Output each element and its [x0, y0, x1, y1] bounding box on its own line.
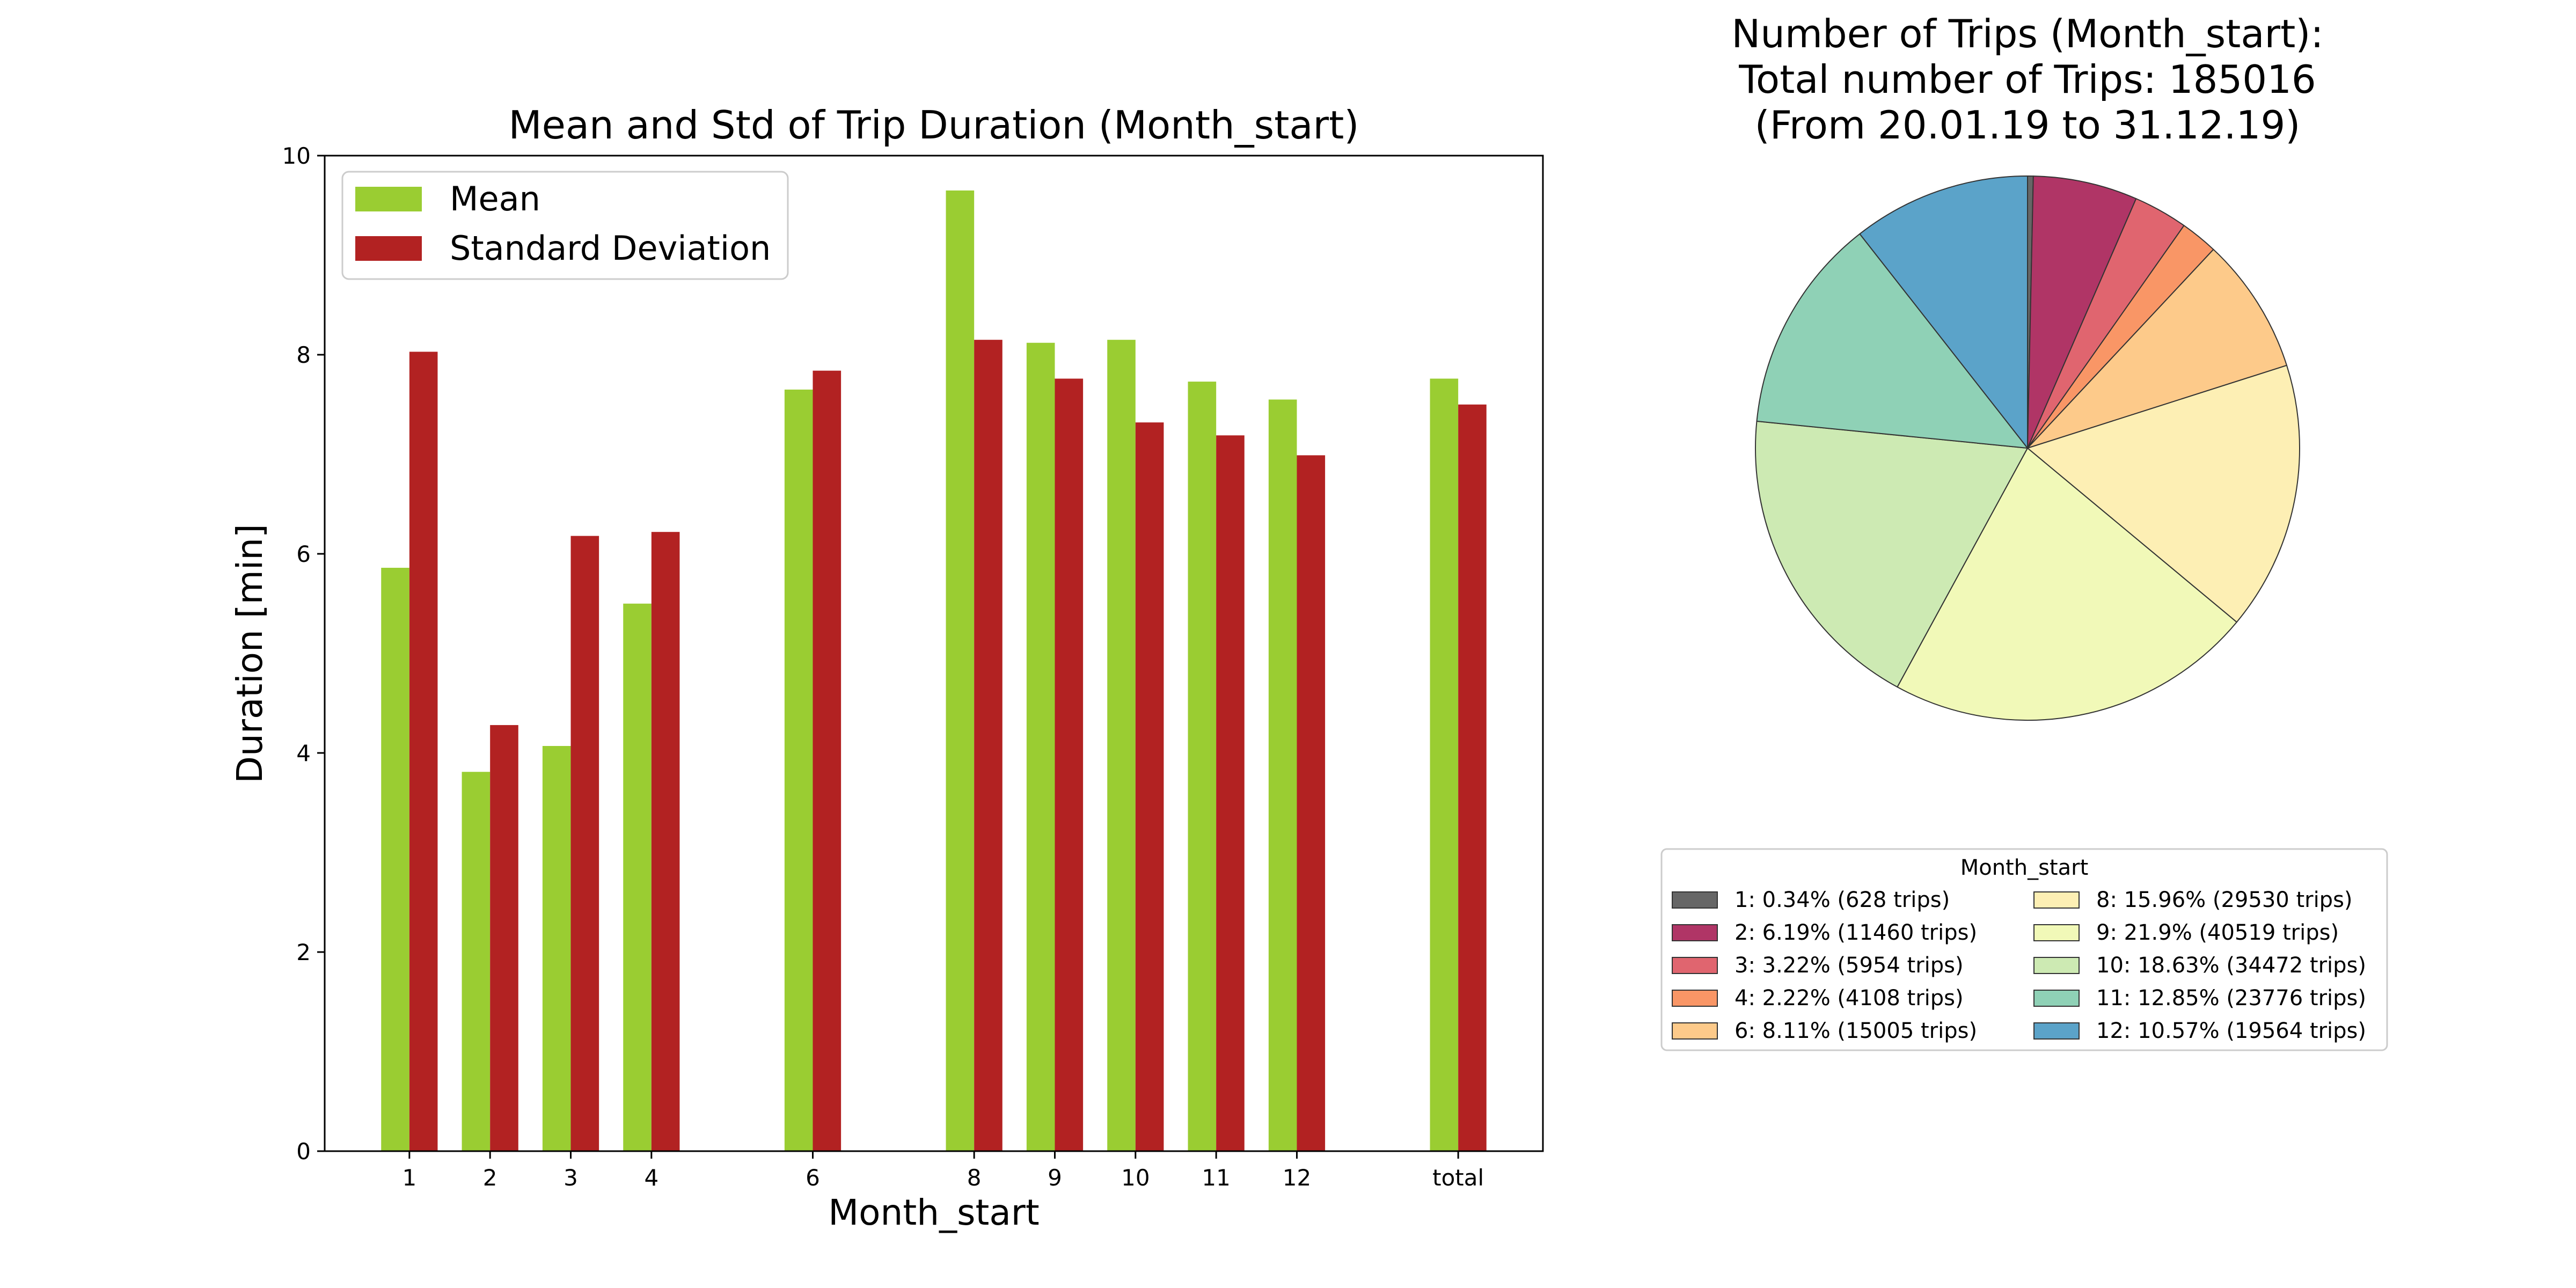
bar-chart: Mean and Std of Trip Duration (Month_sta…: [229, 103, 1544, 1233]
bar-std-3: [570, 536, 599, 1151]
pie-legend-swatch: [2033, 990, 2080, 1007]
bar-std-4: [651, 532, 680, 1152]
bar-mean-3: [542, 746, 571, 1151]
bar-mean-11: [1188, 382, 1217, 1152]
pie-legend-swatch: [1672, 924, 1718, 941]
pie-chart: Number of Trips (Month_start): Total num…: [1660, 11, 2388, 1051]
pie-legend-label: 9: 21.9% (40519 trips): [2096, 920, 2339, 945]
pie-title-line-1: Number of Trips (Month_start):: [1731, 11, 2323, 56]
bar-chart-title: Mean and Std of Trip Duration (Month_sta…: [509, 103, 1359, 148]
bar-mean-10: [1107, 340, 1136, 1151]
pie-legend-swatch: [2033, 891, 2080, 909]
pie-legend-swatch: [2033, 924, 2080, 941]
pie-legend-label: 6: 8.11% (15005 trips): [1735, 1019, 1977, 1043]
pie-legend-items: 1: 0.34% (628 trips) 2: 6.19% (11460 trip…: [1672, 888, 2366, 1043]
pie-slice-6: [2027, 248, 2287, 449]
x-tick-label: 4: [644, 1165, 658, 1191]
pie-title-line-3: (From 20.01.19 to 31.12.19): [1755, 103, 2301, 148]
legend-label-mean: Mean: [450, 179, 540, 218]
y-axis: 0 2 4 6 8 10: [282, 143, 325, 1165]
x-tick-label: 1: [402, 1165, 416, 1191]
legend-swatch-mean: [355, 187, 422, 211]
pie-slice-9: [1897, 448, 2237, 721]
pie-legend-label: 8: 15.96% (29530 trips): [2096, 888, 2353, 912]
y-tick-label: 10: [282, 143, 311, 169]
x-tick-label: 3: [564, 1165, 578, 1191]
bar-mean-8: [946, 190, 975, 1151]
y-tick-label: 0: [296, 1138, 311, 1165]
bar-std-6: [813, 370, 841, 1152]
bar-mean-2: [462, 772, 491, 1151]
bar-std-12: [1297, 455, 1326, 1151]
bar-std-9: [1055, 378, 1084, 1151]
bar-std-total: [1458, 404, 1487, 1151]
pie-legend-swatch: [1672, 891, 1718, 909]
x-tick-label: 12: [1283, 1165, 1311, 1191]
x-tick-label: total: [1432, 1165, 1484, 1191]
pie-legend-label: 3: 3.22% (5954 trips): [1735, 953, 1964, 978]
bar-legend-frame: [341, 171, 789, 280]
pie-slice-12: [1859, 175, 2028, 449]
bar-std-10: [1135, 422, 1164, 1151]
bar-mean-12: [1268, 399, 1297, 1151]
y-tick-label: 2: [296, 939, 311, 965]
x-tick-label: 9: [1048, 1165, 1062, 1191]
y-tick-label: 8: [296, 342, 311, 368]
pie-slice-11: [1756, 233, 2028, 449]
legend-label-std: Standard Deviation: [450, 229, 771, 268]
pie-legend-swatch: [1672, 957, 1718, 974]
pie-legend-swatch: [1672, 990, 1718, 1007]
bar-mean-total: [1430, 378, 1459, 1151]
y-axis-label: Duration [min]: [229, 524, 270, 784]
bar-marks: [381, 190, 1487, 1152]
pie-legend-frame: [1660, 848, 2388, 1051]
bar-mean-9: [1026, 342, 1055, 1151]
pie-legend-swatch: [2033, 1022, 2080, 1040]
pie-slice-8: [2027, 364, 2300, 623]
x-tick-label: 2: [483, 1165, 497, 1191]
bar-std-11: [1216, 435, 1245, 1151]
pie-title-line-2: Total number of Trips: 185016: [1738, 57, 2316, 102]
x-tick-label: 11: [1202, 1165, 1230, 1191]
bar-mean-6: [784, 389, 813, 1151]
x-axis: 1 2 3 4 6 8 9 10 11 12 total: [402, 1151, 1484, 1191]
bar-legend: Mean Standard Deviation: [341, 171, 789, 280]
pie-legend: Month_start 1: 0.34% (628 trips) 2: 6.19%…: [1660, 848, 2388, 1051]
x-tick-label: 8: [967, 1165, 982, 1191]
bar-mean-4: [623, 603, 652, 1151]
pie-legend-label: 12: 10.57% (19564 trips): [2096, 1019, 2366, 1043]
x-tick-label: 6: [806, 1165, 820, 1191]
pie-legend-label: 10: 18.63% (34472 trips): [2096, 953, 2366, 978]
bar-mean-1: [381, 567, 409, 1151]
pie-legend-label: 4: 2.22% (4108 trips): [1735, 986, 1964, 1011]
pie-legend-label: 1: 0.34% (628 trips): [1735, 888, 1950, 912]
y-tick-label: 6: [296, 541, 311, 567]
bar-std-1: [409, 352, 438, 1151]
legend-swatch-std: [355, 236, 422, 261]
pie-legend-label: 11: 12.85% (23776 trips): [2096, 986, 2366, 1011]
pie-legend-label: 2: 6.19% (11460 trips): [1735, 920, 1977, 945]
plot-frame: [324, 155, 1544, 1152]
pie-legend-swatch: [2033, 957, 2080, 974]
bar-std-2: [490, 725, 518, 1151]
y-tick-label: 4: [296, 740, 311, 766]
x-tick-label: 10: [1121, 1165, 1150, 1191]
x-axis-label: Month_start: [828, 1192, 1040, 1233]
pie-legend-title: Month_start: [1960, 855, 2089, 880]
bar-std-8: [974, 340, 1002, 1151]
pie-slice-2: [2027, 175, 2137, 449]
pie-slices: [1755, 175, 2300, 721]
pie-slice-10: [1755, 420, 2028, 688]
pie-legend-swatch: [1672, 1022, 1718, 1040]
